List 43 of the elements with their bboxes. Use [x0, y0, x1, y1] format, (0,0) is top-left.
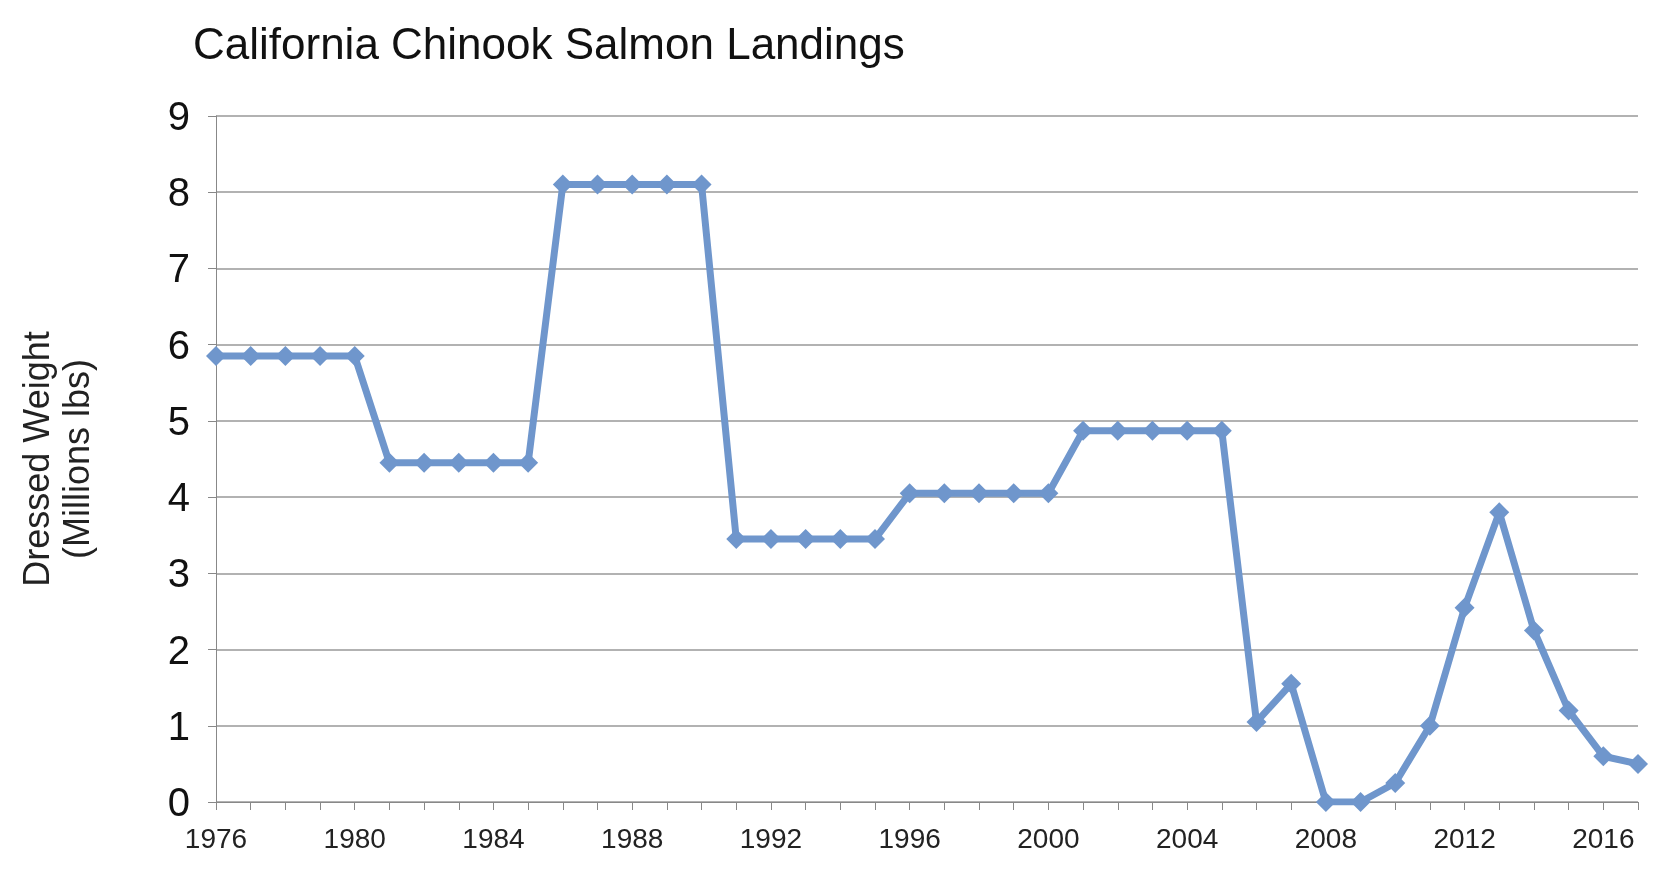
chart-title: California Chinook Salmon Landings: [193, 18, 905, 68]
point: [206, 346, 226, 367]
point: [1419, 715, 1440, 736]
point: [1454, 597, 1475, 618]
y-tick-label: 2: [167, 627, 190, 672]
point: [1558, 700, 1579, 721]
point: [1523, 620, 1544, 641]
y-tick-label: 0: [167, 780, 190, 824]
point: [1142, 420, 1163, 441]
point: [1385, 772, 1406, 793]
point: [1281, 673, 1302, 694]
x-tick-label: 2004: [1155, 822, 1219, 854]
x-tick-label: 2012: [1433, 822, 1496, 854]
y-tick-label: 3: [167, 551, 190, 596]
y-tick-label: 4: [167, 475, 190, 520]
x-tick-label: 1996: [878, 822, 941, 854]
point: [1350, 792, 1371, 812]
point: [1593, 746, 1614, 767]
y-axis-title: Dressed Weight (Millions lbs): [15, 331, 97, 587]
y-tick-label: 8: [167, 170, 190, 215]
point: [1038, 483, 1059, 504]
y-tick-label: 1: [167, 703, 190, 748]
point: [1628, 753, 1648, 774]
point: [379, 452, 400, 473]
y-tick-label: 6: [167, 322, 190, 367]
point: [899, 483, 920, 504]
point: [275, 346, 296, 367]
x-tick-label: 1988: [601, 822, 664, 854]
y-tick-label: 7: [167, 246, 190, 291]
point: [552, 174, 573, 195]
point: [795, 529, 816, 550]
x-tick-label: 1992: [739, 822, 803, 854]
y-tick-label: 5: [167, 398, 190, 443]
point: [483, 452, 504, 473]
point: [518, 452, 539, 473]
x-tick-label: 1984: [462, 822, 525, 854]
y-tick-label: 9: [167, 94, 190, 138]
x-tick-label: 1976: [184, 822, 248, 854]
x-tick-label: 2000: [1017, 822, 1080, 854]
point: [1315, 792, 1336, 812]
x-tick-label: 2016: [1572, 822, 1635, 854]
x-tick-label: 2008: [1294, 822, 1357, 854]
x-tick-label: 1980: [323, 822, 386, 854]
